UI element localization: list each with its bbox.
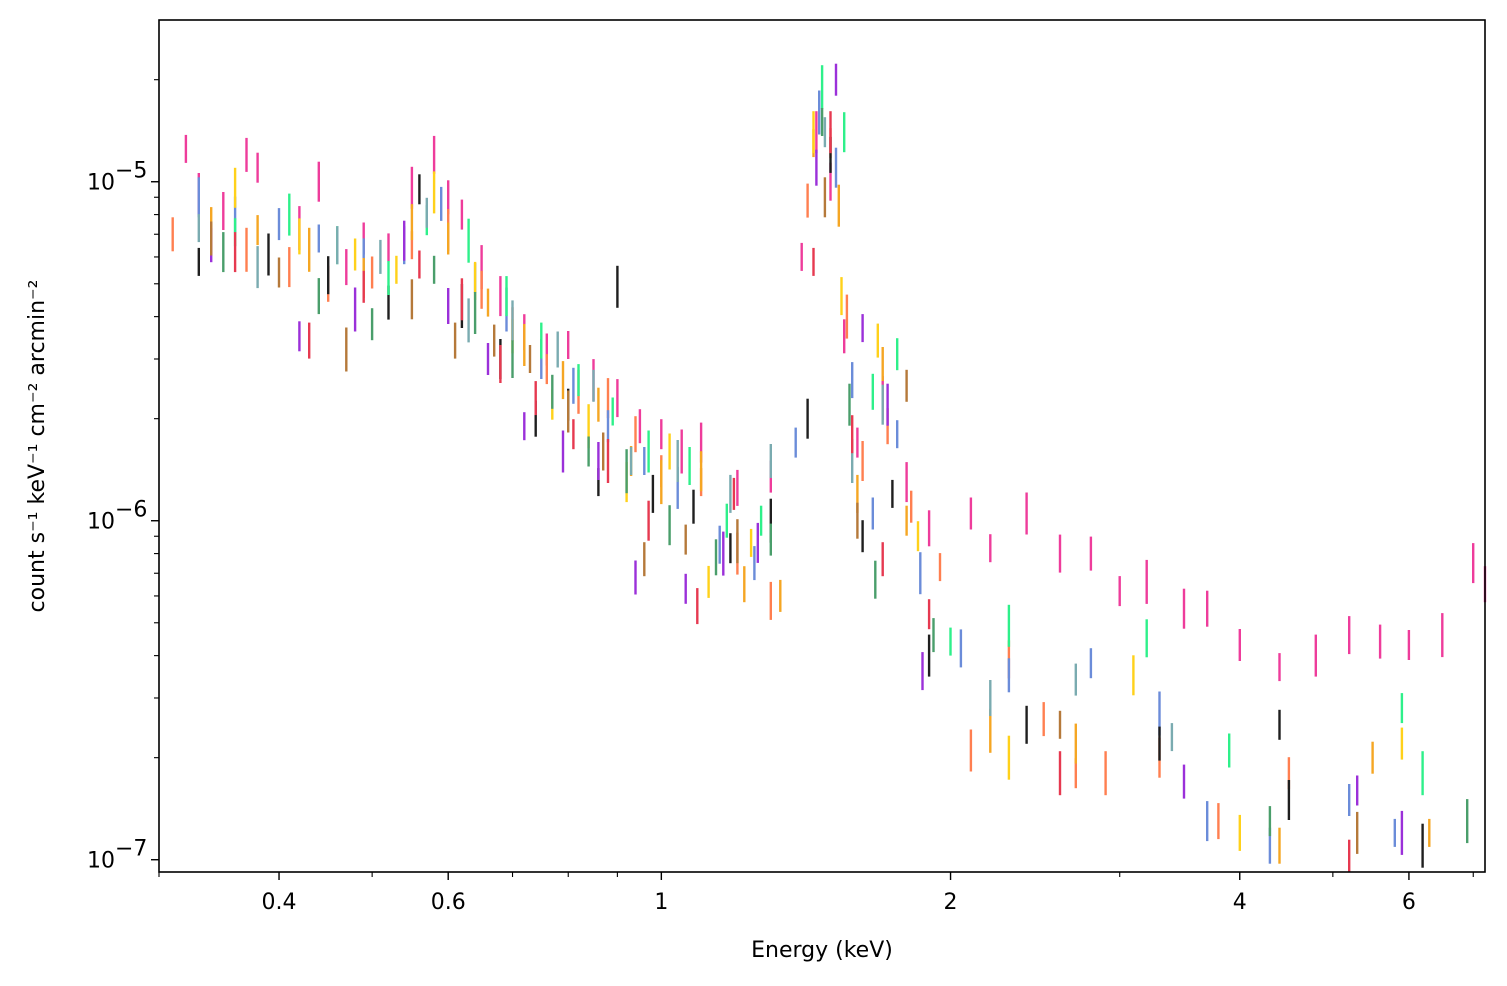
x-tick-label: 4: [1233, 890, 1247, 915]
series-9: [197, 117, 1174, 752]
series-10: [209, 177, 1359, 854]
y-tick-exponent: −7: [115, 837, 147, 862]
series-7: [209, 63, 1404, 855]
plot-frame: [158, 19, 1486, 873]
plot-area: [159, 20, 1485, 872]
y-tick-exponent: −5: [115, 159, 147, 184]
y-axis-ticks: 10−710−610−5: [87, 79, 159, 874]
series-0: [184, 111, 1487, 682]
y-tick-label: 10: [87, 849, 115, 874]
x-tick-label: 0.4: [262, 890, 297, 915]
y-axis-label: count s⁻¹ keV⁻¹ cm⁻² arcmin⁻²: [25, 280, 50, 613]
x-axis-ticks: 0.4 0.6 1 2 4 6: [158, 872, 1474, 915]
y-tick-label: 10: [87, 171, 115, 196]
x-tick-label: 0.6: [431, 890, 466, 915]
x-axis-label: Energy (keV): [751, 938, 893, 963]
y-tick-exponent: −6: [115, 498, 147, 523]
data-series: [171, 63, 1487, 872]
x-tick-label: 6: [1402, 890, 1416, 915]
x-tick-label: 2: [944, 890, 958, 915]
series-8: [222, 108, 1469, 844]
x-tick-label: 1: [654, 890, 668, 915]
y-tick-label: 10: [87, 510, 115, 535]
series-11: [233, 111, 1351, 872]
